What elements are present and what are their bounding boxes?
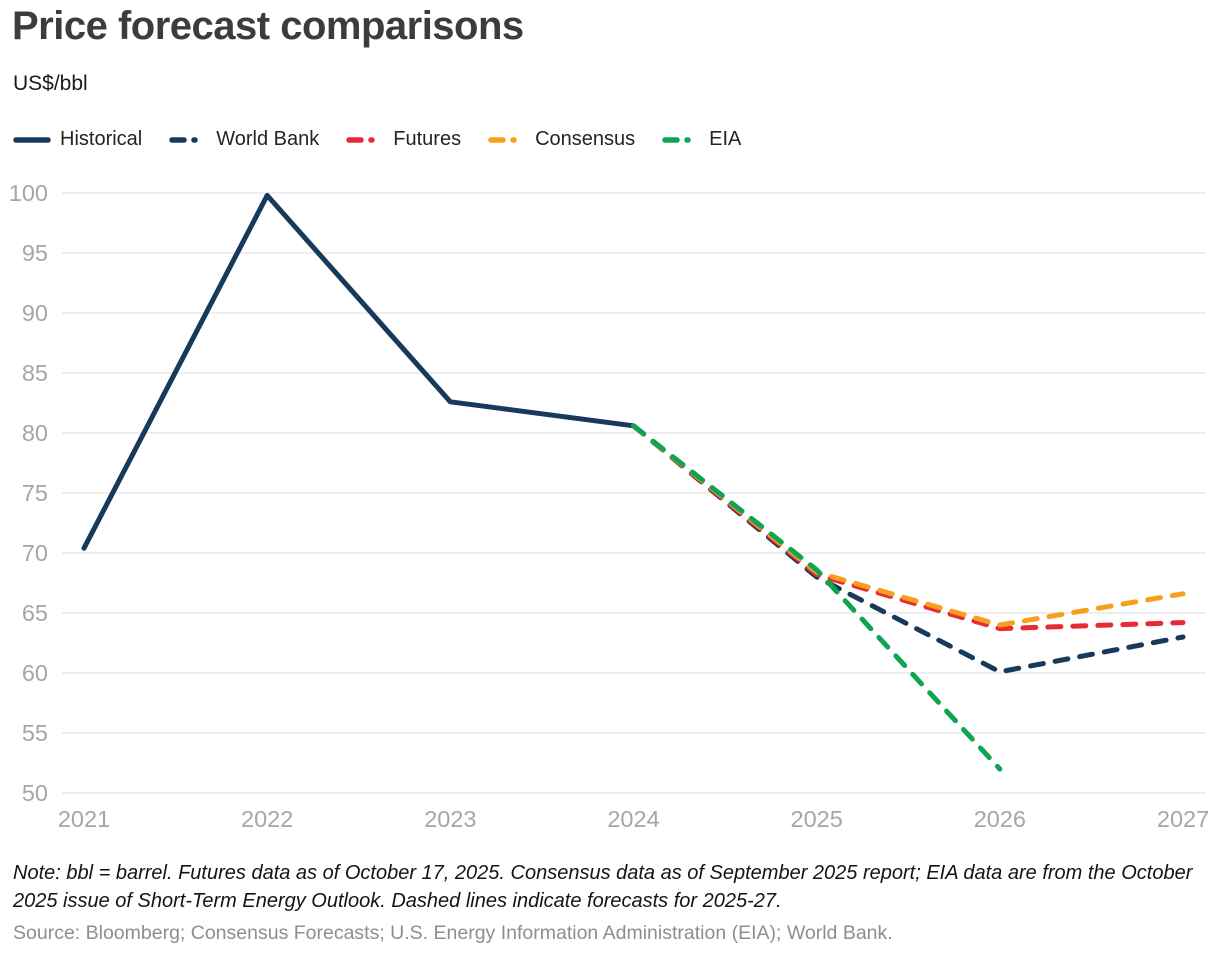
x-tick-label-2022: 2022 [241,806,293,832]
legend-label: World Bank [216,128,320,150]
y-tick-label-70: 70 [22,540,48,566]
legend-swatch-eia-dashed-line-icon [662,136,700,143]
legend: Historical World Bank Futures Consensus EIA [13,128,741,151]
y-tick-label-75: 75 [22,480,48,506]
price-forecast-line-chart: 100 95 90 85 80 75 70 65 60 55 50 2021 2022 2023 2024 2… [9,180,1209,832]
legend-label: Consensus [535,128,636,150]
legend-swatch-futures-dashed-line-icon [346,136,385,143]
series-line-consensus [631,423,1186,628]
legend-item-futures: Futures [346,128,461,151]
y-tick-label-100: 100 [9,180,48,206]
y-tick-label-90: 90 [22,300,48,326]
y-tick-label-80: 80 [22,420,48,446]
page-title: Price forecast comparisons [12,4,524,48]
y-tick-label-60: 60 [22,660,48,686]
legend-swatch-world-bank-dashed-line-icon [169,136,207,143]
series-line-eia [631,423,1003,772]
series-line-world-bank [631,423,1186,675]
y-tick-label-95: 95 [22,240,48,266]
series-line-historical [81,192,636,551]
source-text: Source: Bloomberg; Consensus Forecasts; … [13,922,893,944]
x-tick-label-2021: 2021 [58,806,110,832]
legend-label: Futures [393,128,462,150]
y-tick-label-55: 55 [22,720,48,746]
y-tick-label-65: 65 [22,600,48,626]
legend-item-world-bank: World Bank [169,128,319,151]
note-text: Note: bbl = barrel. Futures data as of O… [13,862,1193,912]
y-axis-unit-label: US$/bbl [13,72,88,95]
y-tick-label-50: 50 [22,780,48,806]
legend-label: EIA [709,128,742,150]
legend-item-eia: EIA [662,128,741,151]
x-tick-label-2027: 2027 [1157,806,1209,832]
legend-item-consensus: Consensus [488,128,635,151]
y-tick-label-85: 85 [22,360,48,386]
x-tick-label-2023: 2023 [424,806,476,832]
x-tick-label-2025: 2025 [791,806,843,832]
legend-swatch-historical-solid-line-icon [13,136,51,143]
series-line-futures [631,423,1186,632]
x-tick-label-2024: 2024 [607,806,659,832]
legend-swatch-consensus-dashed-line-icon [488,136,526,143]
x-tick-label-2026: 2026 [974,806,1026,832]
legend-item-historical: Historical [13,128,142,151]
legend-label: Historical [60,128,143,150]
